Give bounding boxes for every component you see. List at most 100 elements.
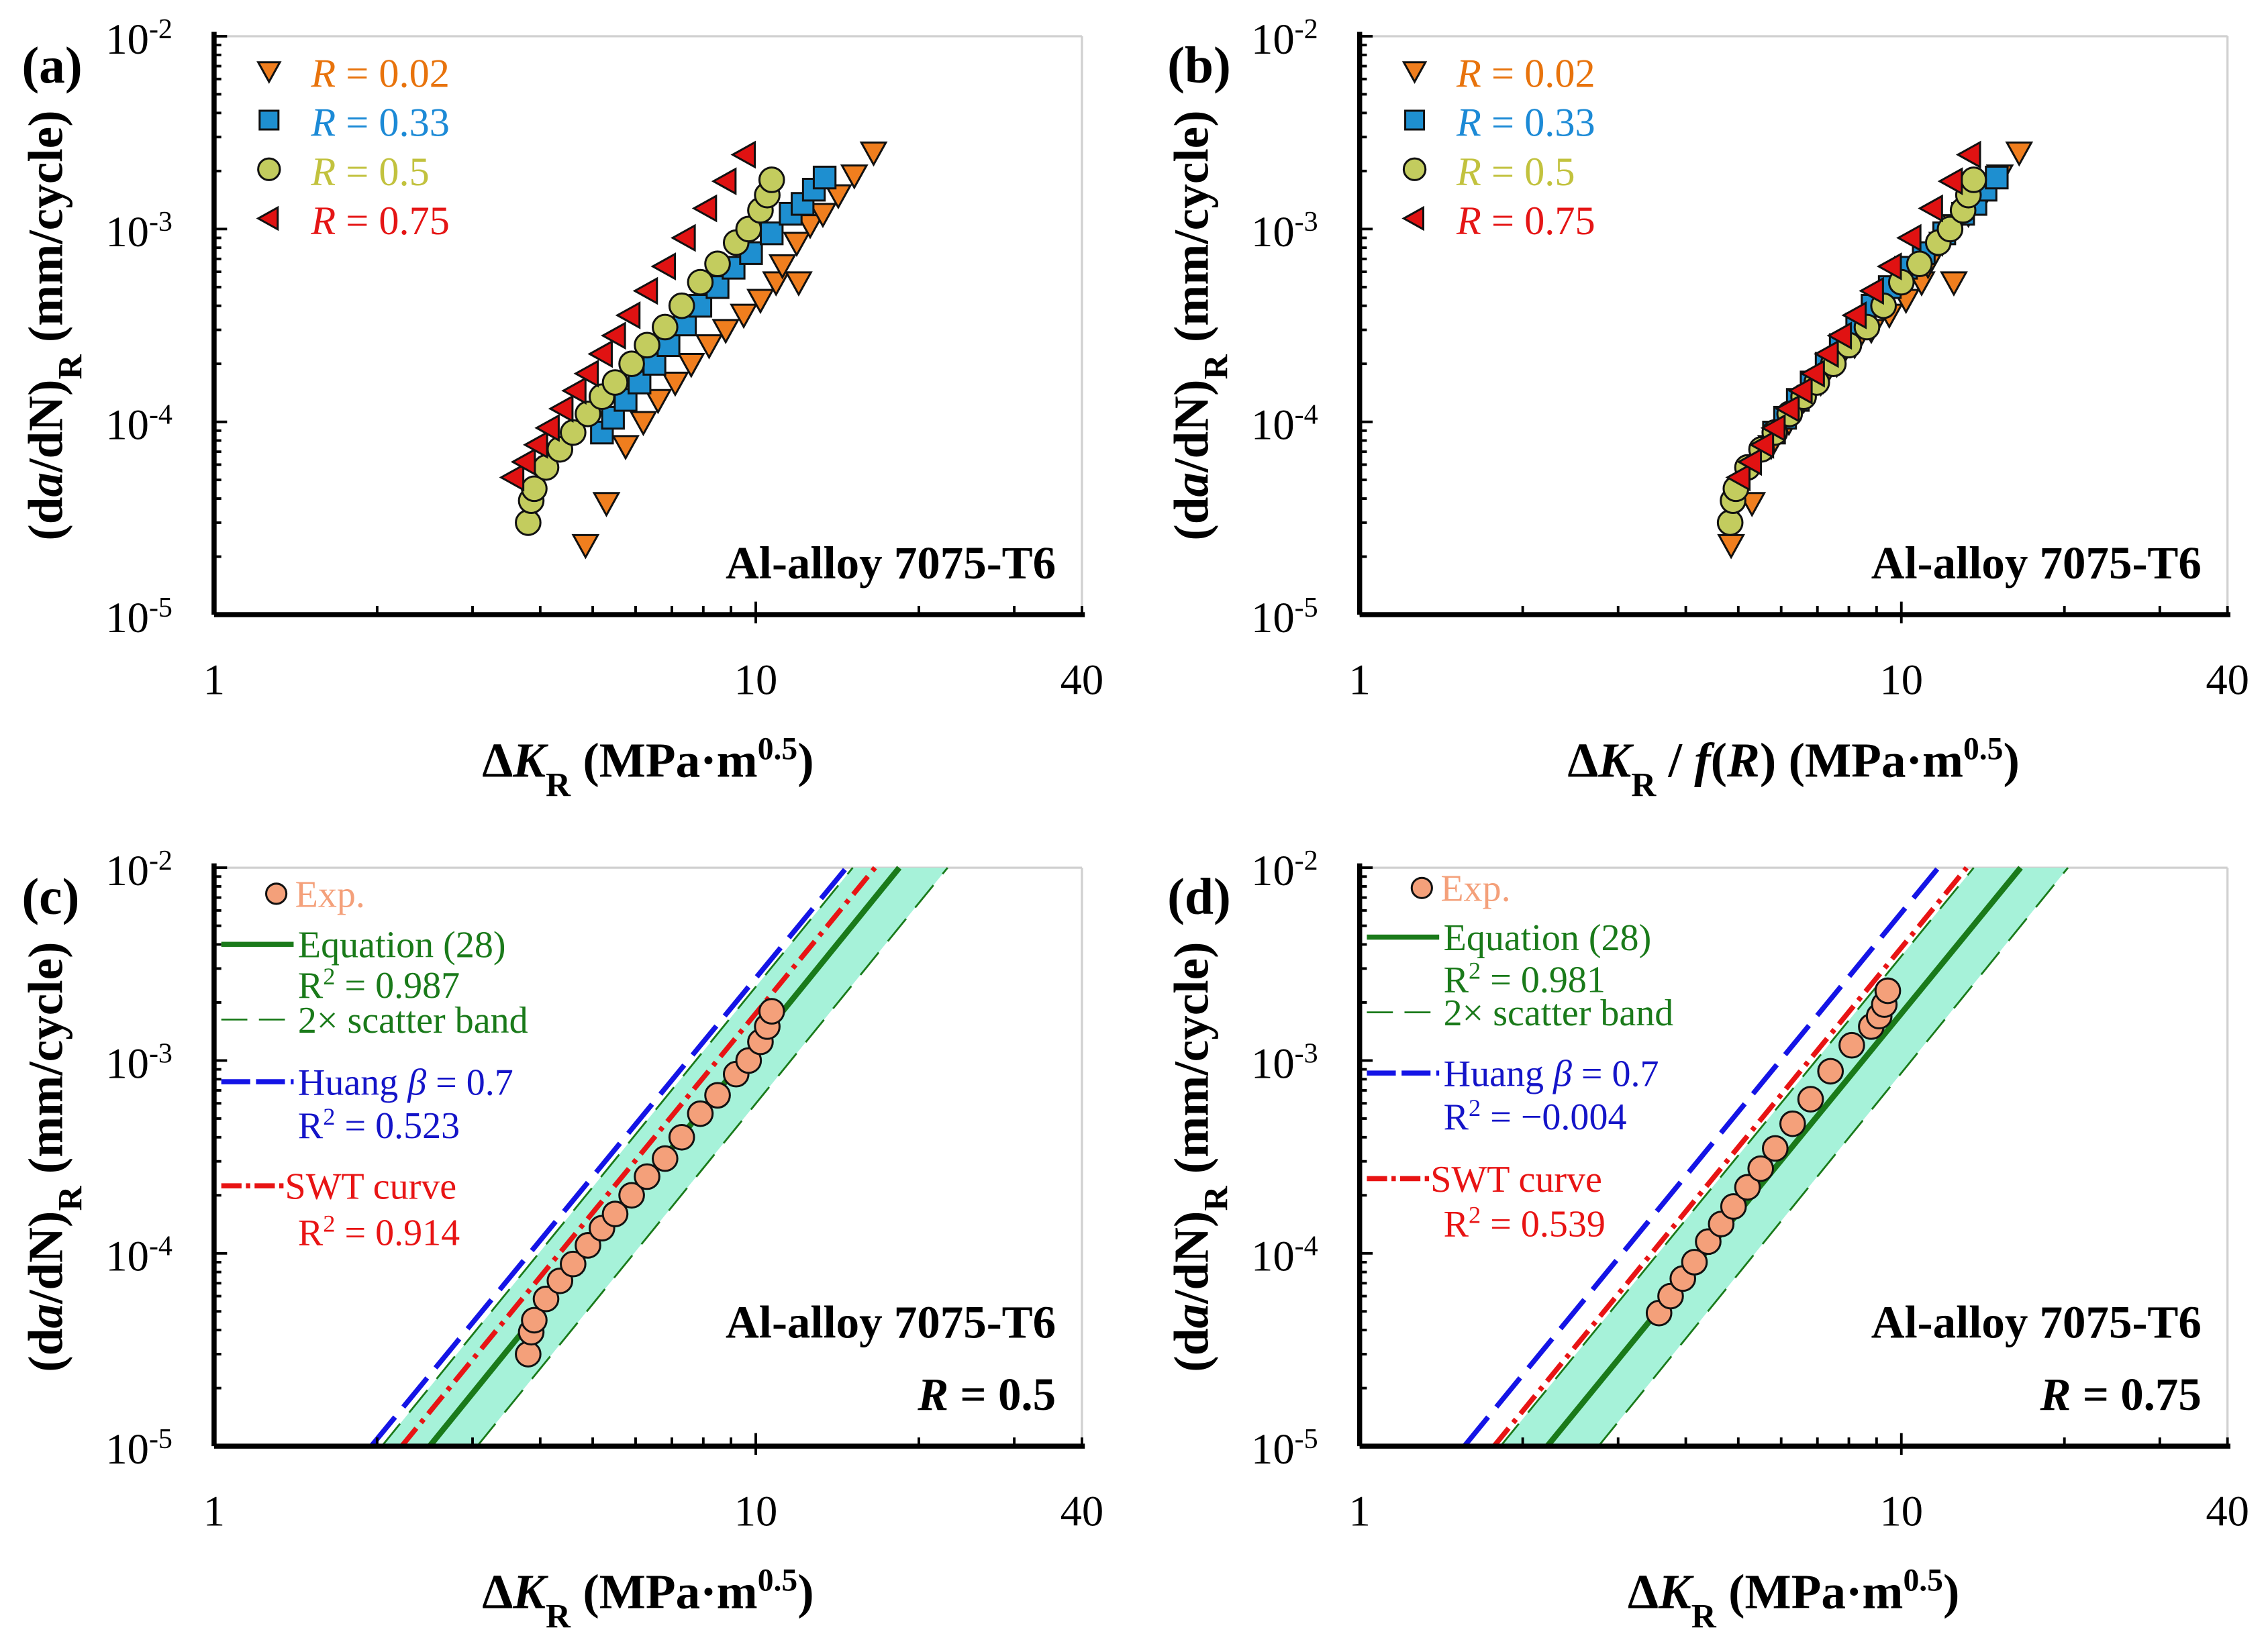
legend-label-part: Equation (28) [298,925,506,966]
data-point [618,1182,645,1209]
y-tick-label: 10-5 [1251,593,1318,642]
data-point [601,369,629,396]
y-tick-label: 10-5 [105,593,172,642]
x-axis-title-part: 0.5 [1903,1563,1943,1598]
data-point [704,250,731,278]
data-point [615,301,641,329]
y-tick-label: 10-5 [105,1424,172,1473]
legend-label-part: R [298,965,324,1007]
data-point [652,1145,679,1172]
legend-marker [256,205,279,232]
legend-label: R2 = 0.539 [1444,1202,1606,1245]
legend-label-part: Exp. [295,874,365,915]
legend-marker [1401,205,1425,232]
legend-label: R2 = 0.914 [298,1211,460,1254]
x-axis-title-part: R [1691,1597,1717,1635]
y-tick-label-part: -4 [1295,400,1318,431]
y-tick-label: 10-3 [1251,1038,1318,1087]
y-tick-label-part: -4 [149,400,172,431]
y-axis-title-part: (d [1164,497,1218,540]
x-axis-title-part: Δ [1628,1564,1659,1619]
data-point [587,340,613,368]
data-point [561,376,587,405]
x-tick-label: 10 [1879,656,1923,704]
legend-label-part: R [310,199,336,244]
series-R-0.02 [571,141,888,560]
data-point [629,411,658,437]
legend-label: 2× scatter band [298,1000,528,1041]
legend-label-part: = 0.539 [1481,1204,1606,1245]
y-axis-title-part: a [1164,1304,1218,1329]
y-tick-label-part: -5 [1295,593,1318,623]
data-point [1817,1058,1844,1085]
x-tick-label: 40 [1061,656,1104,704]
y-axis-title-part: (d [19,497,73,540]
scatter-band-upper-line [381,867,854,1447]
x-tick-label: 1 [203,1487,225,1535]
legend-label: Exp. [295,874,365,915]
legend-label-part: R [310,51,336,96]
legend-label-part: = 0.33 [336,101,450,146]
data-point [824,184,852,210]
data-point [735,215,762,243]
x-axis-title-part: Δ [482,1564,513,1619]
y-axis-title-part: R [1197,1186,1235,1211]
data-point [573,359,599,388]
data-point [499,463,525,492]
data-point [652,313,679,341]
data-point [634,331,660,359]
data-point [521,1306,548,1334]
y-tick-label-part: 10 [105,207,149,256]
legend-label: 2× scatter band [1444,992,1674,1034]
data-point [783,232,811,258]
legend-label-part: R [1444,1204,1469,1245]
data-point [1826,321,1853,350]
y-tick-label: 10-2 [1251,14,1318,63]
data-point [760,221,784,246]
data-point [1720,1193,1747,1220]
x-tick-label: 40 [2206,1487,2249,1535]
x-tick-label: 1 [203,656,225,704]
data-point [571,533,600,560]
y-tick-label: 10-5 [1251,1424,1318,1473]
data-point [1859,276,1884,305]
y-tick-label: 10-4 [1251,400,1318,449]
data-point [809,203,837,229]
y-tick-label-part: 10 [1251,15,1295,63]
data-point [1695,1228,1722,1255]
data-point [632,276,658,305]
y-tick-label-part: -3 [149,1038,172,1069]
y-axis-title-part: (d [19,1329,73,1372]
legend-marker [1401,61,1428,84]
legend-label-part: = 0.523 [336,1105,460,1147]
legend-label-part: = 0.33 [1481,101,1595,146]
y-axis-title: (da/dN)R (mm/cycle) [19,110,89,540]
data-point [691,194,718,223]
x-axis-title-part: / [1656,733,1694,787]
y-tick-label: 10-4 [1251,1231,1318,1280]
y-tick-label-part: -2 [1295,14,1318,45]
y-tick-label-part: 10 [1251,401,1295,449]
y-axis-title-part: a [19,1304,73,1329]
legend-marker [265,882,288,905]
data-point [730,140,756,169]
x-axis-title-part: R [1631,766,1657,804]
legend-label-part: = 0.5 [336,150,430,195]
data-point [704,1082,731,1109]
y-tick-label-part: 10 [105,1039,149,1087]
legend-label: R = 0.02 [310,51,450,96]
x-tick-label: 10 [734,656,778,704]
data-point [532,1285,560,1313]
legend-marker [257,157,281,181]
y-tick-label-part: -3 [1295,1038,1318,1069]
y-tick-label-part: 10 [1251,846,1295,894]
legend-label-part: 2 [1469,957,1481,984]
data-point [758,166,785,193]
data-point [1681,1249,1708,1276]
x-axis-title-part: R [546,1597,571,1635]
data-point [1725,463,1751,492]
data-point [1813,340,1839,368]
y-tick-label-part: 10 [1251,1232,1295,1280]
y-axis-title-part: (mm/cycle) [19,110,73,354]
